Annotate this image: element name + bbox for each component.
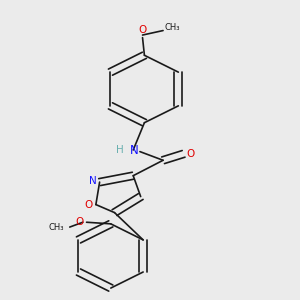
Text: CH₃: CH₃ <box>165 23 180 32</box>
Text: O: O <box>75 217 84 227</box>
Text: O: O <box>187 149 195 159</box>
Text: O: O <box>84 200 92 210</box>
Text: N: N <box>89 176 97 187</box>
Text: H: H <box>116 145 124 155</box>
Text: CH₃: CH₃ <box>49 223 64 232</box>
Text: N: N <box>130 143 139 157</box>
Text: O: O <box>138 25 147 35</box>
